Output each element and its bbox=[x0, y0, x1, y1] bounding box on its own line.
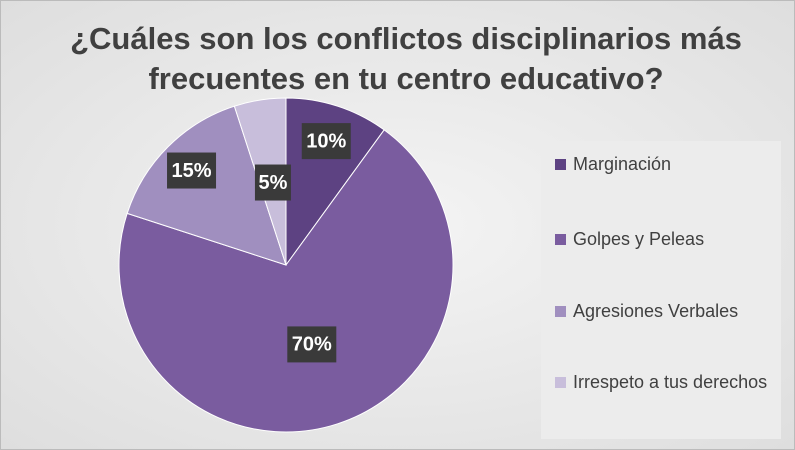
legend: Marginación Golpes y Peleas Agresiones Ver… bbox=[541, 141, 781, 439]
data-label: 10% bbox=[306, 130, 346, 152]
pie-slice bbox=[118, 129, 454, 433]
data-label-box bbox=[254, 164, 291, 201]
data-label: 70% bbox=[292, 334, 332, 356]
legend-item: Marginación bbox=[555, 151, 775, 177]
legend-swatch bbox=[555, 306, 566, 317]
legend-swatch bbox=[555, 377, 566, 388]
legend-swatch bbox=[555, 159, 566, 170]
legend-item: Irrespeto a tus derechos bbox=[555, 369, 775, 395]
data-label: 15% bbox=[172, 160, 212, 182]
legend-item: Golpes y Peleas bbox=[555, 226, 775, 252]
legend-label: Golpes y Peleas bbox=[573, 229, 705, 249]
legend-label: Agresiones Verbales bbox=[573, 301, 739, 321]
data-label-box bbox=[301, 123, 351, 160]
data-label-box bbox=[167, 152, 217, 189]
legend-label: Irrespeto a tus derechos bbox=[573, 372, 768, 392]
data-label: 5% bbox=[258, 172, 287, 194]
chart-title: ¿Cuáles son los conflictos disciplinario… bbox=[70, 21, 742, 96]
legend-item: Agresiones Verbales bbox=[555, 298, 775, 324]
legend-swatch bbox=[555, 234, 566, 245]
data-label-box bbox=[287, 326, 337, 363]
legend-label: Marginación bbox=[573, 154, 672, 174]
